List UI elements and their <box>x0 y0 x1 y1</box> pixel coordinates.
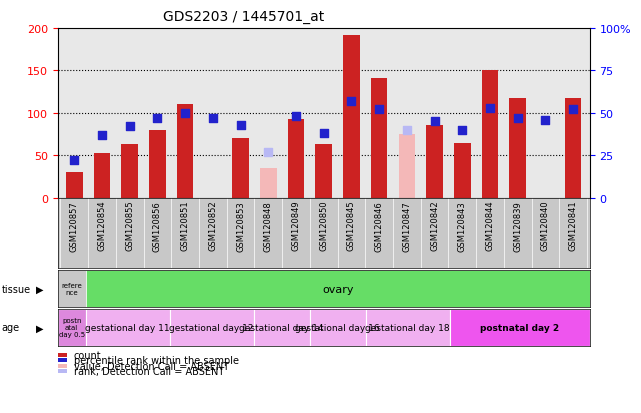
Point <box>180 110 190 117</box>
Text: GSM120854: GSM120854 <box>97 200 106 251</box>
Point <box>153 115 163 122</box>
Text: GSM120841: GSM120841 <box>569 200 578 251</box>
Text: GSM120839: GSM120839 <box>513 200 522 251</box>
Point <box>291 114 301 120</box>
Text: value, Detection Call = ABSENT: value, Detection Call = ABSENT <box>74 361 229 371</box>
Text: GDS2203 / 1445701_at: GDS2203 / 1445701_at <box>163 10 324 24</box>
Bar <box>315 145 332 198</box>
Text: percentile rank within the sample: percentile rank within the sample <box>74 356 238 366</box>
Bar <box>260 169 277 198</box>
Text: gestational day 16: gestational day 16 <box>296 323 380 332</box>
Point <box>263 149 274 156</box>
Bar <box>450 309 590 346</box>
Bar <box>510 98 526 198</box>
Text: rank, Detection Call = ABSENT: rank, Detection Call = ABSENT <box>74 366 224 376</box>
Bar <box>58 309 86 346</box>
Text: GSM120848: GSM120848 <box>264 200 273 251</box>
Point <box>124 124 135 131</box>
Bar <box>370 79 387 198</box>
Bar <box>343 36 360 198</box>
Point <box>319 131 329 137</box>
Text: GSM120849: GSM120849 <box>292 200 301 251</box>
Bar <box>232 139 249 198</box>
Point <box>208 115 218 122</box>
Point <box>97 132 107 139</box>
Bar <box>399 135 415 198</box>
Point <box>485 105 495 112</box>
Text: postnatal day 2: postnatal day 2 <box>480 323 560 332</box>
Text: GSM120856: GSM120856 <box>153 200 162 251</box>
Text: gestational day 18: gestational day 18 <box>365 323 450 332</box>
Bar <box>288 119 304 198</box>
Bar <box>170 309 254 346</box>
Text: GSM120840: GSM120840 <box>541 200 550 251</box>
Text: gestational day 11: gestational day 11 <box>85 323 170 332</box>
Point <box>235 122 246 129</box>
Bar <box>565 99 581 198</box>
Text: GSM120845: GSM120845 <box>347 200 356 251</box>
Text: ▶: ▶ <box>36 284 44 294</box>
Bar <box>310 309 366 346</box>
Text: gestational day 14: gestational day 14 <box>240 323 324 332</box>
Point <box>69 158 79 164</box>
Point <box>540 117 551 123</box>
Text: GSM120853: GSM120853 <box>236 200 245 251</box>
Point <box>346 98 356 105</box>
Text: GSM120844: GSM120844 <box>485 200 494 251</box>
Point <box>374 107 384 114</box>
Text: GSM120852: GSM120852 <box>208 200 217 251</box>
Bar <box>121 145 138 198</box>
Text: ovary: ovary <box>322 284 353 294</box>
Point <box>568 107 578 114</box>
Bar <box>481 70 498 198</box>
Text: ▶: ▶ <box>36 323 44 332</box>
Text: GSM120857: GSM120857 <box>70 200 79 251</box>
Bar <box>58 271 86 308</box>
Text: age: age <box>1 323 19 332</box>
Point <box>513 115 523 122</box>
Text: postn
atal
day 0.5: postn atal day 0.5 <box>58 318 85 337</box>
Bar <box>177 105 194 198</box>
Text: GSM120855: GSM120855 <box>125 200 134 251</box>
Bar <box>66 173 83 198</box>
Point <box>429 119 440 125</box>
Bar <box>86 309 170 346</box>
Text: GSM120842: GSM120842 <box>430 200 439 251</box>
Bar <box>454 143 470 198</box>
Text: refere
nce: refere nce <box>62 282 82 296</box>
Text: gestational day 12: gestational day 12 <box>169 323 254 332</box>
Text: GSM120846: GSM120846 <box>374 200 383 251</box>
Bar <box>366 309 450 346</box>
Bar <box>426 126 443 198</box>
Text: GSM120843: GSM120843 <box>458 200 467 251</box>
Point <box>457 127 467 134</box>
Text: GSM120847: GSM120847 <box>403 200 412 251</box>
Text: GSM120851: GSM120851 <box>181 200 190 251</box>
Text: tissue: tissue <box>1 284 30 294</box>
Text: GSM120850: GSM120850 <box>319 200 328 251</box>
Point <box>402 127 412 134</box>
Bar <box>254 309 310 346</box>
Bar <box>94 153 110 198</box>
Text: count: count <box>74 350 101 360</box>
Bar <box>149 131 166 198</box>
